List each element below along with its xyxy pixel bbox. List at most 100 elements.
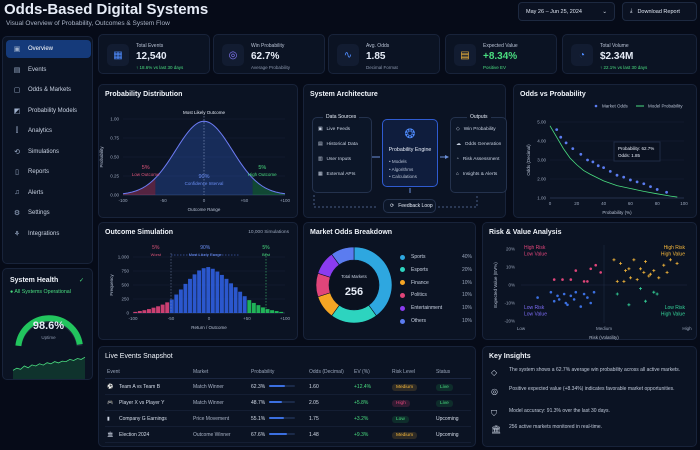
simulation-icon: ⟲ (14, 148, 20, 156)
risk-point (629, 276, 633, 280)
item-icon: ☁ (456, 142, 461, 147)
gamepad-icon: 🎮 (107, 399, 114, 406)
sidebar-item-events[interactable]: ▤ Events (6, 61, 91, 79)
market-odds-point (571, 147, 575, 150)
system-health-card: System Health ✓ ● All Systems Operationa… (2, 268, 93, 380)
date-range-picker[interactable]: May 26 – Jun 25, 2024 ⌄ (518, 2, 615, 21)
legend-percent: 20% (461, 266, 472, 273)
y-axis-label: Odds (Decimal) (526, 144, 531, 176)
download-report-button[interactable]: ⤓ Download Report (622, 2, 697, 21)
table-row[interactable]: 🏛 Election 2024 Outcome Winner 67.6% 1.48 +9.… (105, 426, 471, 443)
histogram-bar (251, 302, 256, 313)
key-insights-title: Key Insights (489, 353, 531, 360)
odds-vs-probability-title: Odds vs Probability (520, 91, 586, 98)
market-cell: Price Movement (191, 410, 249, 427)
insight-text: 256 active markets monitored in real-tim… (509, 424, 603, 430)
report-icon: ▯ (15, 169, 19, 176)
risk-point (589, 301, 593, 305)
risk-point (582, 292, 586, 296)
probability-distribution-card: Probability Distribution 0.00 0.25 0.50 0.7… (98, 84, 298, 218)
engine-item: • Algorithms (389, 166, 414, 172)
item-icon: ▦ (318, 172, 323, 177)
sidebar-item-analytics[interactable]: ⫿ Analytics (6, 122, 91, 140)
status-cell: Live (434, 394, 471, 411)
histogram-bar (174, 294, 179, 313)
histogram-bar (151, 307, 156, 313)
risk-point (562, 292, 566, 296)
probability-value: 67.6% (251, 431, 266, 438)
sidebar-item-odds-markets[interactable]: ▢ Odds & Markets (6, 81, 91, 99)
data-sources-box: Data Sources ▣ Live Feeds ▤ Historical Data… (312, 114, 372, 193)
sidebar-item-simulations[interactable]: ⟲ Simulations (6, 143, 91, 161)
risk-cell: High (390, 394, 434, 411)
table-row[interactable]: ⚽ Team A vs Team B Match Winner 62.3% 1.60 +1… (105, 378, 471, 395)
y-axis-label: Expected Value (EV%) (493, 262, 498, 308)
annotation-label: Low Outcome (132, 172, 160, 177)
risk-point (536, 296, 539, 299)
risk-badge: Low (392, 415, 409, 423)
risk-value-chart: -20% -10% 0% 10% 20% Low Medium High Risk (Volat… (493, 245, 692, 340)
item-icon: ▥ (318, 157, 323, 162)
app-title: Odds-Based Digital Systems (4, 1, 209, 18)
column-header: Status (434, 367, 471, 379)
risk-value-card: Risk & Value Analysis -20% -10% 0% 10% 20% Lo… (482, 222, 697, 340)
shield-icon: ⛉ (491, 409, 497, 418)
y-tick-label: 5.00 (537, 120, 546, 125)
legend-label: Sports (411, 254, 426, 260)
sidebar-item-reports[interactable]: ▯ Reports (6, 163, 91, 181)
risk-point (574, 290, 578, 294)
simulation-count: 10,000 Simulations (248, 230, 289, 235)
y-tick-label: 0.00 (110, 193, 119, 198)
live-events-card: Live Events Snapshot Event Market Probabil… (98, 346, 476, 447)
sidebar-item-settings[interactable]: ⚙ Settings (6, 204, 91, 222)
risk-badge: Medium (392, 383, 418, 391)
table-row[interactable]: 🎮 Player X vs Player Y Match Winner 48.7% 2.… (105, 394, 471, 411)
legend-percent: 10% (461, 305, 472, 312)
market-odds-point (665, 190, 668, 194)
sidebar-item-alerts[interactable]: ♫ Alerts (6, 184, 91, 202)
distribution-curve (122, 120, 286, 195)
app-subtitle: Visual Overview of Probability, Outcomes… (6, 20, 170, 27)
low-tail-area (123, 178, 156, 195)
risk-point (592, 290, 596, 294)
risk-point (642, 270, 646, 274)
risk-point (657, 276, 661, 280)
item-label: Win Probability (463, 127, 496, 132)
source-item: ▤ Historical Data (318, 142, 358, 147)
y-tick-label: 1,000 (118, 255, 130, 260)
table-row[interactable]: ▮ Company G Earnings Price Movement 55.1% 1.… (105, 410, 471, 427)
annotation-percent: 5% (142, 165, 150, 171)
histogram-bar (274, 311, 279, 313)
bar-chart-icon: ▮ (107, 415, 110, 422)
risk-point (579, 305, 583, 308)
x-tick-label: -100 (128, 316, 138, 321)
events-icon: ▤ (13, 66, 21, 74)
probability-bar-fill (269, 416, 284, 420)
model-probability-line (549, 125, 678, 198)
feedback-loop: ⟳ Feedback Loop (383, 199, 436, 213)
histogram-bar (188, 278, 192, 313)
sidebar-item-label: Settings (28, 210, 50, 216)
sidebar-item-integrations[interactable]: ⚘ Integrations (6, 225, 91, 243)
uptime-gauge (12, 315, 86, 379)
sidebar-item-probability-models[interactable]: ◩ Probability Models (6, 102, 91, 120)
item-icon: ◇ (456, 127, 460, 132)
item-label: External APIs (326, 172, 356, 177)
system-architecture-title: System Architecture (310, 91, 378, 98)
risk-point (561, 278, 564, 281)
donut-slice-others[interactable] (331, 246, 355, 266)
histogram-bar (169, 299, 174, 313)
outputs-box: Outputs ◇ Win Probability ☁ Odds Generation… (450, 114, 507, 193)
column-header: Market (191, 367, 249, 379)
legend-label: Esports (411, 266, 428, 273)
download-label: Download Report (637, 8, 680, 15)
legend-dot (400, 280, 405, 286)
tooltip-line: Odds: 1.85 (618, 153, 641, 158)
risk-cell: Medium (390, 378, 434, 395)
sidebar-item-overview[interactable]: ▣ Overview (6, 40, 91, 58)
item-label: Risk Assessment (462, 157, 500, 162)
legend-dot (400, 318, 405, 324)
histogram-bar (133, 311, 138, 313)
item-icon: ▣ (318, 127, 323, 132)
risk-point (615, 279, 619, 283)
